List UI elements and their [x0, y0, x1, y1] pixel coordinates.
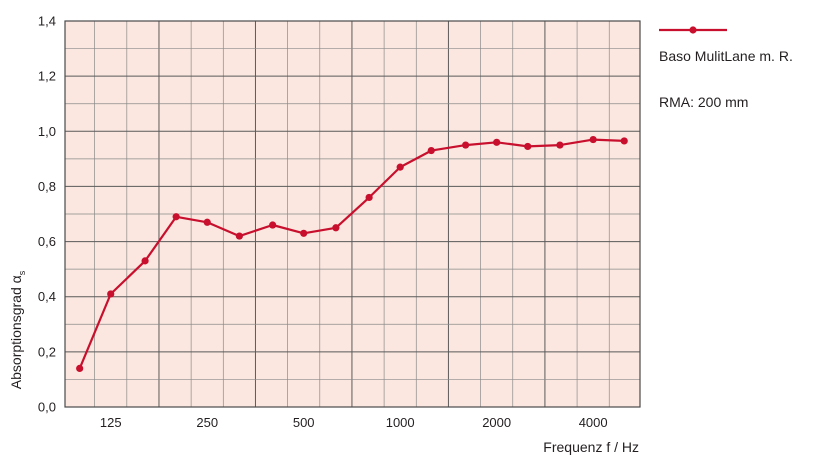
x-tick-label: 250 — [196, 415, 218, 430]
data-point — [300, 229, 308, 237]
y-tick-label: 0,4 — [38, 289, 56, 304]
y-axis-title-main: Absorptionsgrad α — [8, 275, 24, 389]
y-tick-label: 1,0 — [38, 124, 56, 139]
y-axis-ticks: 0,0 0,2 0,4 0,6 0,8 1,0 1,2 1,4 — [38, 14, 56, 415]
y-tick-label: 0,0 — [38, 400, 56, 415]
y-axis-title: Absorptionsgrad αs — [8, 270, 27, 389]
data-point — [462, 141, 470, 149]
x-tick-label: 1000 — [386, 415, 415, 430]
x-tick-label: 500 — [293, 415, 315, 430]
y-tick-label: 0,6 — [38, 234, 56, 249]
data-point — [524, 142, 532, 151]
y-tick-label: 1,2 — [38, 69, 56, 84]
data-point — [365, 193, 373, 202]
data-point — [76, 364, 84, 372]
data-point — [203, 218, 211, 226]
data-point — [269, 221, 277, 229]
y-tick-label: 0,8 — [38, 179, 56, 194]
legend: Baso MulitLane m. R. RMA: 200 mm — [659, 26, 793, 110]
x-tick-label: 125 — [100, 415, 122, 430]
data-point — [427, 146, 435, 155]
data-point — [235, 232, 243, 240]
data-point — [589, 135, 597, 144]
data-point — [493, 138, 501, 146]
x-tick-label: 4000 — [579, 415, 608, 430]
x-axis-ticks: 125 250 500 1000 2000 4000 — [100, 415, 608, 430]
y-axis-title-subscript: s — [17, 270, 27, 275]
plot-frame — [64, 20, 641, 408]
annotation-rma: RMA: 200 mm — [659, 94, 748, 110]
y-tick-label: 0,2 — [38, 344, 56, 359]
data-point — [141, 257, 149, 265]
series-line — [78, 138, 625, 369]
data-point — [556, 141, 564, 149]
legend-marker — [689, 26, 697, 34]
x-tick-label: 2000 — [482, 415, 511, 430]
data-point — [107, 290, 115, 298]
data-point — [396, 163, 404, 171]
data-point — [172, 213, 180, 221]
grid — [64, 20, 641, 408]
x-axis-title: Frequenz f / Hz — [543, 439, 639, 455]
data-points — [76, 135, 628, 372]
data-point — [620, 137, 628, 145]
legend-label: Baso MulitLane m. R. — [659, 48, 793, 64]
y-tick-label: 1,4 — [38, 14, 56, 29]
data-point — [332, 224, 340, 232]
